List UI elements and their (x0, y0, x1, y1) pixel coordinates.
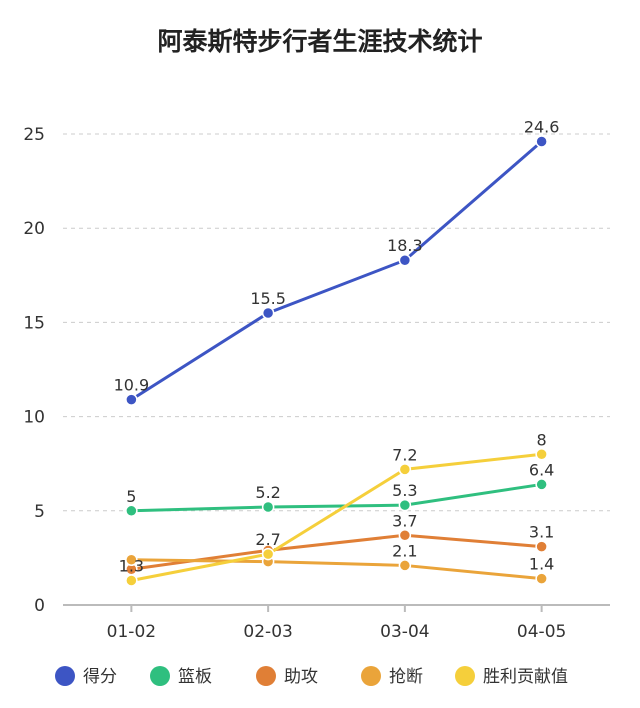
y-tick-label: 20 (23, 219, 45, 239)
y-tick-label: 15 (23, 313, 45, 333)
legend-marker (150, 666, 170, 686)
data-label: 5.3 (392, 481, 417, 500)
data-point (125, 553, 138, 567)
data-label: 10.9 (114, 376, 150, 395)
data-point (398, 529, 412, 542)
legend-label: 助攻 (284, 667, 318, 687)
data-label: 18.3 (387, 236, 423, 255)
y-tick-label: 0 (34, 596, 45, 616)
data-label: 24.6 (524, 118, 560, 137)
x-tick-label: 03-04 (380, 622, 429, 642)
x-tick-label: 01-02 (107, 622, 156, 642)
x-tick-label: 04-05 (517, 622, 566, 642)
series-line-0 (130, 140, 543, 401)
data-label: 15.5 (250, 289, 286, 308)
legend-label: 得分 (83, 667, 117, 687)
legend-label: 抢断 (389, 667, 423, 687)
data-point (535, 448, 548, 461)
data-label: 5.2 (255, 483, 280, 502)
legend-label: 胜利贡献值 (483, 667, 568, 687)
legend-marker (256, 666, 276, 686)
data-point (125, 393, 138, 406)
data-point (535, 478, 548, 491)
legend-marker (455, 666, 475, 686)
data-point (398, 463, 412, 476)
data-point (535, 135, 548, 148)
x-tick-label: 02-03 (243, 622, 292, 642)
data-point (261, 306, 275, 320)
series-line-1 (131, 482, 542, 513)
data-point (125, 504, 138, 518)
data-label: 2.1 (392, 541, 417, 560)
data-point (398, 559, 412, 572)
data-label: 8 (537, 430, 547, 449)
data-point (535, 572, 548, 585)
data-label: 7.2 (392, 445, 417, 464)
data-point (398, 253, 412, 267)
legend-marker (55, 666, 75, 686)
data-label: 6.4 (529, 460, 554, 479)
data-label: 1.4 (529, 555, 554, 574)
data-point (398, 498, 412, 512)
data-label: 3.7 (392, 511, 417, 530)
legend-marker (361, 666, 381, 686)
data-point (535, 540, 548, 553)
y-tick-label: 10 (23, 408, 45, 428)
data-point (261, 547, 275, 561)
legend-label: 篮板 (178, 667, 212, 687)
chart-title: 阿泰斯特步行者生涯技术统计 (157, 27, 483, 56)
y-tick-label: 5 (34, 502, 45, 522)
data-point (125, 574, 138, 587)
series-line-4 (131, 452, 542, 582)
data-label: 1.3 (119, 557, 144, 576)
series-line-3 (131, 558, 542, 581)
data-label: 2.7 (255, 530, 280, 549)
data-label: 3.1 (529, 523, 554, 542)
data-label: 5 (126, 487, 136, 506)
y-tick-label: 25 (23, 125, 45, 145)
data-point (261, 500, 275, 514)
